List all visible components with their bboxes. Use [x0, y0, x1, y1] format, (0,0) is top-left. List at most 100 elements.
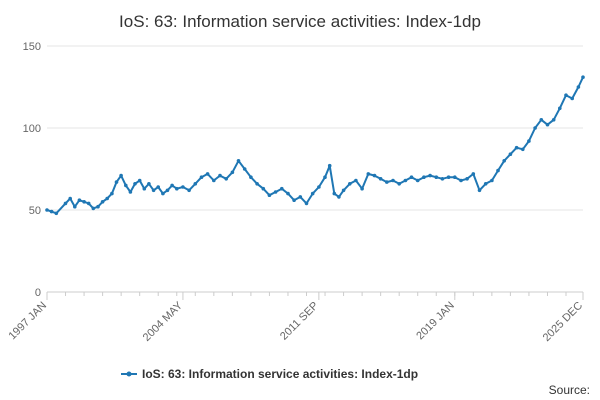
- data-point: [502, 159, 507, 163]
- data-point: [255, 182, 259, 186]
- data-point: [453, 175, 457, 179]
- data-point: [45, 208, 49, 212]
- legend[interactable]: IoS: 63: Information service activities:…: [121, 367, 418, 381]
- y-tick-label: 100: [23, 123, 41, 135]
- data-point: [261, 186, 266, 191]
- data-point: [317, 185, 321, 189]
- data-point: [327, 163, 332, 168]
- data-point: [378, 177, 383, 181]
- data-point: [280, 186, 284, 191]
- data-point: [440, 177, 445, 181]
- y-tick-label: 0: [35, 287, 41, 299]
- data-point: [49, 209, 54, 214]
- data-point: [385, 180, 389, 184]
- data-point: [533, 126, 537, 130]
- data-point: [428, 173, 432, 178]
- data-point: [142, 186, 147, 191]
- data-point: [249, 175, 253, 179]
- data-point: [96, 204, 100, 209]
- data-point: [133, 182, 137, 186]
- data-point: [360, 186, 364, 191]
- legend-marker-icon: [126, 371, 132, 377]
- data-point: [337, 195, 341, 199]
- data-point: [230, 170, 235, 175]
- axis-layer: 0 50 100 150 1997 JAN 2004 MAY 2011 SEP 2019 JA…: [6, 41, 585, 344]
- data-point: [181, 185, 185, 189]
- data-point: [292, 198, 296, 202]
- data-point: [156, 185, 160, 189]
- data-point: [77, 198, 82, 202]
- data-point: [483, 182, 488, 186]
- data-point: [558, 106, 562, 111]
- data-point: [539, 118, 544, 122]
- data-point: [366, 172, 371, 176]
- data-point: [267, 193, 272, 197]
- y-tick-label: 150: [23, 41, 41, 53]
- data-point: [170, 183, 174, 188]
- data-point: [137, 178, 142, 183]
- data-point: [496, 168, 500, 173]
- data-point: [273, 190, 278, 194]
- data-point: [161, 191, 165, 196]
- data-point: [63, 201, 68, 206]
- data-point: [73, 204, 77, 209]
- data-point: [514, 145, 519, 150]
- legend-label: IoS: 63: Information service activities:…: [142, 367, 418, 381]
- x-tick-label: 2004 MAY: [141, 299, 186, 344]
- data-point: [199, 175, 204, 179]
- data-point: [110, 191, 114, 196]
- data-point: [286, 191, 290, 196]
- data-point: [218, 173, 222, 178]
- data-point: [521, 147, 525, 152]
- data-point: [91, 206, 96, 211]
- data-point: [236, 159, 241, 163]
- data-point: [119, 173, 123, 178]
- data-point: [508, 152, 513, 156]
- data-point: [298, 195, 303, 199]
- data-point: [323, 175, 327, 179]
- data-point: [124, 183, 128, 188]
- x-tick-label: 1997 JAN: [6, 300, 49, 343]
- data-point: [242, 167, 247, 171]
- y-tick-label: 50: [29, 205, 41, 217]
- data-point: [165, 188, 170, 193]
- data-point: [581, 75, 585, 79]
- data-point: [409, 175, 414, 179]
- data-point: [570, 96, 574, 101]
- series-line: [46, 76, 584, 215]
- data-point: [391, 178, 395, 183]
- data-point: [434, 175, 439, 179]
- data-point: [403, 178, 408, 183]
- data-point: [205, 172, 210, 176]
- data-point: [68, 196, 72, 201]
- data-point: [471, 172, 476, 176]
- data-point: [341, 188, 346, 193]
- data-point: [551, 118, 556, 122]
- data-point: [212, 178, 216, 183]
- data-point: [422, 175, 426, 179]
- x-tick-label: 2019 JAN: [414, 300, 457, 343]
- data-point: [354, 178, 358, 183]
- data-point: [105, 196, 109, 201]
- data-point: [147, 182, 151, 186]
- data-point: [310, 191, 315, 196]
- x-tick-label: 2025 DEC: [541, 300, 585, 344]
- data-point: [114, 180, 119, 184]
- chart-title: IoS: 63: Information service activities:…: [119, 12, 481, 31]
- data-point: [332, 191, 337, 196]
- data-point: [224, 177, 228, 181]
- data-point: [490, 178, 494, 183]
- data-point: [545, 122, 550, 127]
- series-layer: [45, 75, 585, 216]
- data-point: [128, 190, 133, 194]
- data-point: [100, 200, 105, 204]
- source-label: Source:: [549, 383, 590, 397]
- data-point: [151, 188, 156, 193]
- data-point: [459, 178, 463, 183]
- data-point: [576, 85, 581, 89]
- grid-layer: [47, 45, 583, 293]
- data-point: [54, 211, 59, 216]
- data-point: [397, 182, 402, 186]
- data-point: [175, 186, 179, 191]
